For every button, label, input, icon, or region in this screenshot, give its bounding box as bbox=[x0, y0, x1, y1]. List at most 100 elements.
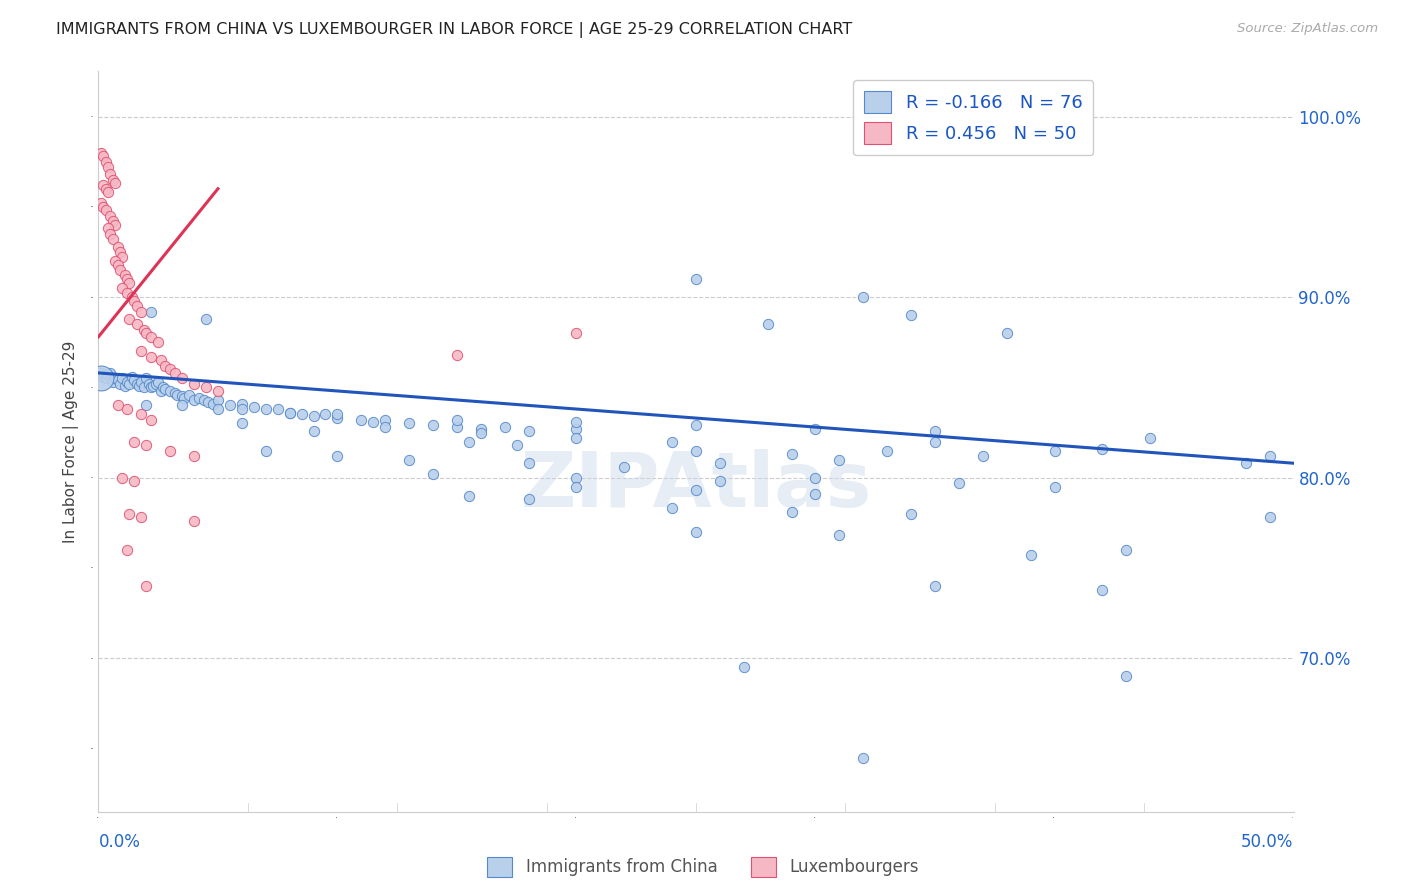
Point bbox=[685, 418, 707, 433]
Point bbox=[172, 399, 194, 413]
Point bbox=[115, 402, 138, 417]
Point bbox=[565, 415, 588, 429]
Point bbox=[517, 492, 540, 507]
Point bbox=[94, 371, 117, 385]
Point bbox=[446, 420, 468, 434]
Point bbox=[163, 385, 186, 400]
Point bbox=[115, 286, 138, 301]
Point bbox=[98, 227, 122, 241]
Point bbox=[108, 376, 131, 391]
Point bbox=[685, 272, 707, 286]
Point bbox=[972, 449, 994, 463]
Point bbox=[107, 399, 129, 413]
Point bbox=[107, 373, 129, 387]
Point bbox=[1258, 449, 1281, 463]
Point bbox=[121, 290, 143, 304]
Point bbox=[124, 475, 146, 489]
Point bbox=[207, 392, 229, 407]
Point bbox=[98, 366, 122, 380]
Point bbox=[470, 422, 492, 436]
Point bbox=[374, 420, 396, 434]
Point bbox=[111, 371, 134, 385]
Point bbox=[254, 402, 277, 417]
Point bbox=[107, 239, 129, 253]
Point bbox=[494, 420, 516, 434]
Point bbox=[172, 389, 194, 403]
Point bbox=[565, 422, 588, 436]
Point bbox=[756, 317, 779, 331]
Point bbox=[243, 401, 266, 415]
Point bbox=[131, 375, 153, 389]
Legend: R = -0.166   N = 76, R = 0.456   N = 50: R = -0.166 N = 76, R = 0.456 N = 50 bbox=[853, 80, 1094, 155]
Point bbox=[118, 276, 141, 290]
Point bbox=[995, 326, 1018, 341]
Point bbox=[517, 456, 540, 470]
Point bbox=[90, 196, 112, 211]
Point bbox=[115, 272, 138, 286]
Point bbox=[94, 182, 117, 196]
Point bbox=[780, 505, 803, 519]
Point bbox=[183, 376, 205, 391]
Point bbox=[142, 378, 165, 392]
Point bbox=[828, 452, 851, 467]
Point bbox=[1019, 549, 1042, 563]
Point bbox=[709, 456, 731, 470]
Point bbox=[131, 304, 153, 318]
Point bbox=[101, 172, 124, 186]
Point bbox=[876, 443, 898, 458]
Point bbox=[804, 422, 827, 436]
Point bbox=[231, 417, 253, 431]
Point bbox=[97, 221, 120, 235]
Point bbox=[131, 344, 153, 359]
Point bbox=[197, 394, 219, 409]
Text: IMMIGRANTS FROM CHINA VS LUXEMBOURGER IN LABOR FORCE | AGE 25-29 CORRELATION CHA: IMMIGRANTS FROM CHINA VS LUXEMBOURGER IN… bbox=[56, 22, 852, 38]
Point bbox=[139, 330, 162, 344]
Point bbox=[132, 380, 155, 394]
Point bbox=[565, 470, 588, 484]
Point bbox=[709, 475, 731, 489]
Point bbox=[194, 311, 218, 326]
Point bbox=[506, 438, 529, 452]
Point bbox=[101, 232, 124, 246]
Point bbox=[326, 408, 349, 422]
Point bbox=[613, 459, 636, 474]
Point bbox=[108, 263, 131, 277]
Point bbox=[350, 413, 373, 427]
Point bbox=[900, 507, 922, 521]
Point bbox=[278, 406, 301, 420]
Point bbox=[458, 489, 481, 503]
Point bbox=[159, 362, 181, 376]
Point bbox=[202, 396, 225, 410]
Text: 0.0%: 0.0% bbox=[98, 833, 141, 851]
Point bbox=[135, 399, 157, 413]
Point bbox=[374, 413, 396, 427]
Point bbox=[118, 376, 141, 391]
Point bbox=[135, 438, 157, 452]
Point bbox=[173, 391, 195, 405]
Point bbox=[398, 417, 420, 431]
Point bbox=[661, 434, 683, 449]
Point bbox=[124, 373, 146, 387]
Point bbox=[1258, 510, 1281, 524]
Point bbox=[422, 418, 444, 433]
Y-axis label: In Labor Force | Age 25-29: In Labor Force | Age 25-29 bbox=[63, 341, 79, 542]
Point bbox=[139, 304, 162, 318]
Point bbox=[1234, 456, 1257, 470]
Point bbox=[278, 406, 301, 420]
Point bbox=[155, 382, 177, 396]
Point bbox=[139, 413, 162, 427]
Point bbox=[111, 251, 134, 265]
Point bbox=[446, 413, 468, 427]
Text: ZIPAtlas: ZIPAtlas bbox=[520, 449, 872, 523]
Point bbox=[107, 258, 129, 272]
Point bbox=[139, 350, 162, 364]
Point bbox=[131, 408, 153, 422]
Point bbox=[565, 431, 588, 445]
Text: Source: ZipAtlas.com: Source: ZipAtlas.com bbox=[1237, 22, 1378, 36]
Point bbox=[804, 470, 827, 484]
Point bbox=[163, 366, 186, 380]
Point bbox=[924, 424, 946, 438]
Point bbox=[446, 348, 468, 362]
Point bbox=[1115, 542, 1137, 557]
Point bbox=[193, 392, 215, 407]
